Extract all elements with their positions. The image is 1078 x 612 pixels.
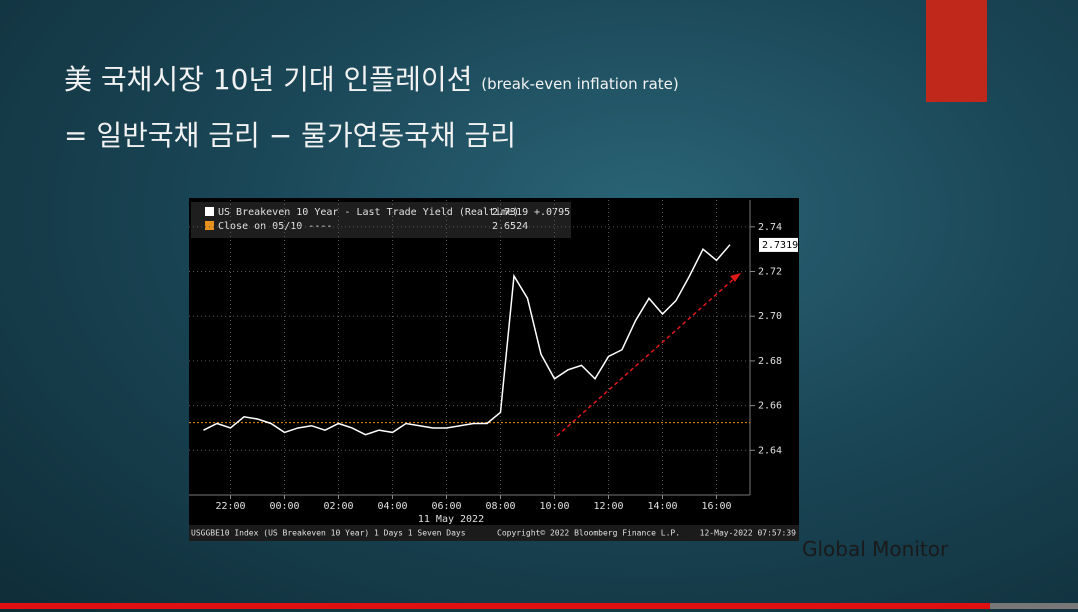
legend-label: US Breakeven 10 Year - Last Trade Yield …: [218, 207, 519, 218]
y-tick-label: 2.64: [758, 445, 782, 456]
footer-strip: [189, 525, 799, 541]
slide-subtitle: = 일반국채 금리 − 물가연동국채 금리: [64, 119, 517, 152]
title-text: 美 국채시장 10년 기대 인플레이션: [64, 63, 473, 96]
legend-change: +.0795: [534, 207, 570, 218]
trend-arrow: [556, 275, 738, 437]
x-tick-label: 12:00: [593, 501, 623, 512]
brand: Global Monitor: [802, 537, 949, 561]
y-tick-label: 2.68: [758, 356, 782, 367]
x-tick-label: 22:00: [215, 501, 245, 512]
x-tick-label: 10:00: [539, 501, 569, 512]
x-axis-date: 11 May 2022: [418, 514, 484, 525]
x-tick-label: 02:00: [323, 501, 353, 512]
x-tick-label: 08:00: [485, 501, 515, 512]
legend-swatch: [205, 207, 214, 216]
y-tick-label: 2.74: [758, 222, 782, 233]
chart-frame: [189, 198, 799, 541]
legend-label: Close on 05/10 ----: [218, 221, 332, 232]
progress-bar: [0, 603, 990, 609]
legend-value: 2.7319: [492, 207, 528, 218]
x-tick-label: 14:00: [647, 501, 677, 512]
last-value-label: 2.7319: [762, 240, 798, 251]
legend-swatch: [205, 221, 214, 230]
footer-text: 12-May-2022 07:57:39: [700, 529, 797, 538]
footer-text: USGGBE10 Index (US Breakeven 10 Year) 1 …: [191, 529, 466, 538]
trend-arrowhead: [730, 273, 741, 282]
y-tick-label: 2.72: [758, 267, 782, 278]
x-tick-label: 00:00: [269, 501, 299, 512]
legend-box: [191, 202, 571, 238]
legend-value: 2.6524: [492, 221, 528, 232]
x-tick-label: 06:00: [431, 501, 461, 512]
y-tick-label: 2.70: [758, 311, 782, 322]
series-line: [203, 244, 731, 436]
footer-text: Copyright© 2022 Bloomberg Finance L.P.: [497, 529, 680, 538]
y-tick-label: 2.66: [758, 401, 782, 412]
chart: US Breakeven 10 Year - Last Trade Yield …: [189, 198, 799, 541]
title-note: (break-even inflation rate): [481, 75, 679, 93]
accent-block: [926, 0, 987, 102]
x-tick-label: 04:00: [377, 501, 407, 512]
x-tick-label: 16:00: [701, 501, 731, 512]
slide-title: 美 국채시장 10년 기대 인플레이션 (break-even inflatio…: [64, 58, 679, 98]
last-value-box: [759, 237, 798, 252]
